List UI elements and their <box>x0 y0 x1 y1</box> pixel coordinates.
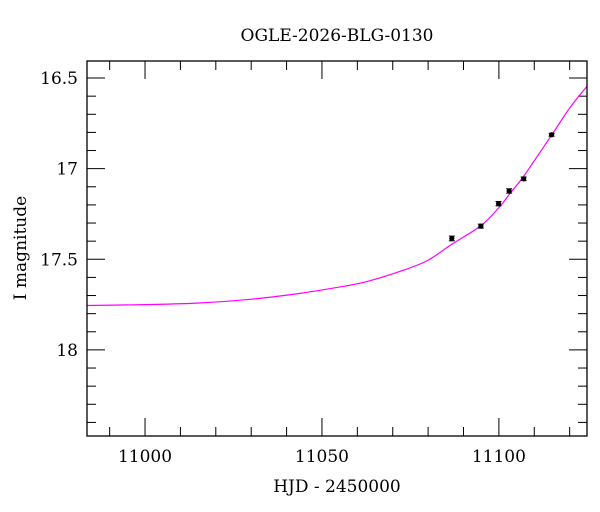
data-points <box>448 132 555 242</box>
y-axis-label: I magnitude <box>11 196 31 300</box>
x-axis-label: HJD - 2450000 <box>273 477 401 497</box>
x-tick-label: 11100 <box>472 447 526 467</box>
data-point <box>495 200 502 207</box>
data-point <box>506 188 513 194</box>
y-tick-label: 17.5 <box>40 250 78 270</box>
axis-ticks <box>87 61 587 436</box>
x-tick-label: 11000 <box>118 447 172 467</box>
data-point <box>520 176 527 182</box>
data-point <box>548 132 555 138</box>
data-point <box>448 235 455 242</box>
y-tick-label: 16.5 <box>40 69 78 89</box>
chart-title: OGLE-2026-BLG-0130 <box>241 26 434 46</box>
plot-frame <box>86 60 588 437</box>
plot-area <box>86 85 588 307</box>
model-curve <box>86 85 588 307</box>
x-tick-label: 11050 <box>295 447 349 467</box>
y-tick-label: 18 <box>56 341 78 361</box>
y-tick-label: 17 <box>56 160 78 180</box>
data-point <box>477 223 484 229</box>
axis-tick-labels: 11000 11050 11100 16.5 17 17.5 18 <box>40 69 526 467</box>
